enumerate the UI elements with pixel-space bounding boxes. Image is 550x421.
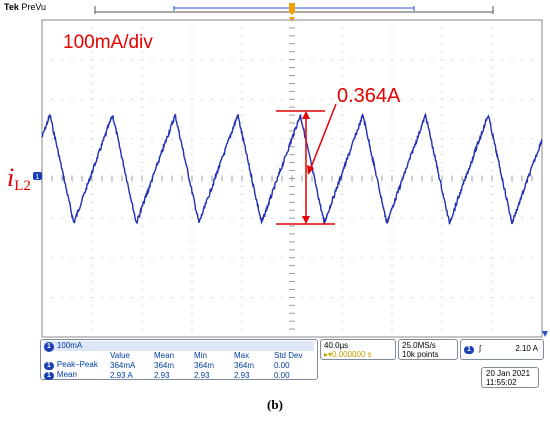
measurement-cell: 2.93 xyxy=(154,370,170,380)
trigger-level-marker[interactable] xyxy=(542,331,548,337)
measurement-cell: 364m xyxy=(234,360,255,370)
figure-caption: (b) xyxy=(267,397,283,412)
channel-1-scale-row[interactable]: 1 100mA xyxy=(44,341,314,352)
measurement-name: Mean xyxy=(56,370,77,379)
col-header: Mean xyxy=(154,351,175,360)
col-header: Value xyxy=(110,351,130,360)
measurement-cell: 364m xyxy=(154,360,175,370)
measurement-cell: 0.00 xyxy=(274,370,290,380)
trigger-panel[interactable]: 1 ʃ 2.10 A xyxy=(460,339,544,360)
record-length: 10k points xyxy=(402,350,439,359)
datetime-panel: 20 Jan 2021 11:55:02 xyxy=(481,367,539,388)
scope-header: Tek PreVu xyxy=(0,0,550,18)
peak-to-peak-annotation xyxy=(276,103,337,225)
measurement-cell: 0.00 xyxy=(274,360,290,370)
brand-label: Tek PreVu xyxy=(4,2,47,12)
sample-rate: 25.0MS/s xyxy=(402,341,436,350)
measurement-table: Value Mean Min Max Std Dev 1 Peak–Peak 36… xyxy=(44,351,314,380)
channel-badge: 1 xyxy=(44,342,54,352)
measurement-badge: 1 xyxy=(44,372,54,380)
trigger-level: 2.10 A xyxy=(515,344,538,353)
measurement-row-mean[interactable]: 1 Mean 2.93 A 2.93 2.93 2.93 0.00 xyxy=(44,370,314,380)
channel-measurement-panel: 1 100mA Value Mean Min Max Std Dev 1 Peak–… xyxy=(40,339,318,380)
channel-scale-value: 100mA xyxy=(56,341,83,350)
col-header: Max xyxy=(234,351,250,360)
timebase-panel[interactable]: 40.0µs ▸▾0.000000 s xyxy=(320,339,396,360)
svg-text:1: 1 xyxy=(36,174,40,181)
time-per-div: 40.0µs xyxy=(324,341,349,350)
peak-to-peak-value-annotation: 0.364A xyxy=(337,85,401,107)
col-header: Min xyxy=(194,351,207,360)
acquisition-panel[interactable]: 25.0MS/s 10k points xyxy=(398,339,458,360)
col-header: Std Dev xyxy=(274,351,303,360)
measurement-cell: 2.93 xyxy=(194,370,210,380)
measurement-cell: 2.93 A xyxy=(110,370,133,380)
measurement-cell: 2.93 xyxy=(234,370,250,380)
date-label: 20 Jan 2021 xyxy=(486,369,531,378)
current-waveform-trace xyxy=(41,112,543,225)
measurement-header-row: Value Mean Min Max Std Dev xyxy=(44,351,314,360)
trigger-delay: ▸▾0.000000 s xyxy=(324,350,372,359)
measurement-row-peak-peak[interactable]: 1 Peak–Peak 364mA 364m 364m 364m 0.00 xyxy=(44,360,314,370)
vertical-scale-annotation: 100mA/div xyxy=(63,32,153,53)
measurement-cell: 364m xyxy=(194,360,215,370)
measurement-cell: 364mA xyxy=(110,360,136,370)
graticule-grid xyxy=(41,19,543,338)
trigger-position-marker[interactable] xyxy=(289,3,295,22)
signal-name-label: iL2 xyxy=(7,163,31,194)
rising-edge-icon: ʃ xyxy=(479,344,481,353)
trigger-source-badge: 1 xyxy=(464,346,474,354)
measurement-badge: 1 xyxy=(44,362,54,370)
time-label: 11:55:02 xyxy=(486,378,517,387)
measurement-name: Peak–Peak xyxy=(56,360,98,369)
channel-1-ground-marker[interactable]: 1 xyxy=(33,172,42,181)
